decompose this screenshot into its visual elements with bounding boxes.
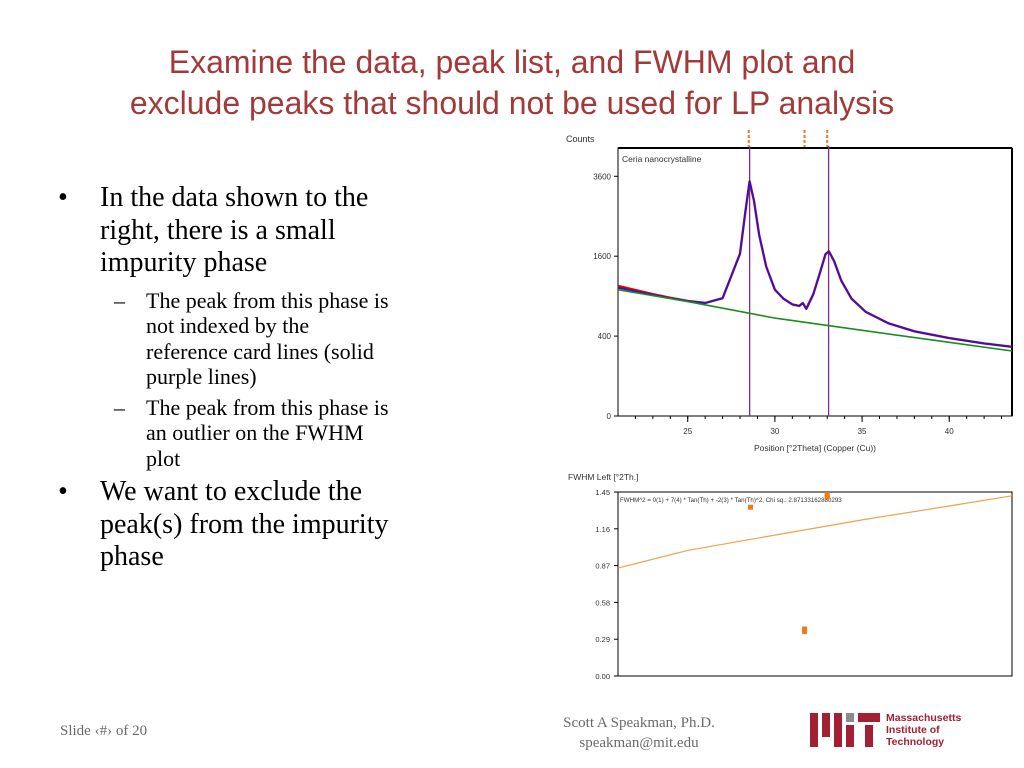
logo-line-3: Technology <box>886 736 944 748</box>
x-tick-label: 35 <box>858 427 867 436</box>
bullet-item: • In the data shown to the right, there is… <box>58 182 503 280</box>
y-axis-label: Counts <box>566 134 595 144</box>
bullet-text-line: peak(s) from the impurity <box>100 508 389 540</box>
bullet-text-line: purple lines) <box>146 364 257 389</box>
bullet-text-line: phase <box>100 541 164 572</box>
fwhm-point <box>824 492 830 498</box>
bullet-text-line: an outlier on the FWHM <box>146 420 364 445</box>
fwhm-point <box>802 629 808 635</box>
bullet-marker: • <box>58 182 68 213</box>
y-tick-label: 400 <box>598 332 612 341</box>
fwhm-point <box>802 626 808 632</box>
y-tick-label: 0.00 <box>595 672 610 681</box>
author-email: speakman@mit.edu <box>579 735 699 751</box>
y-tick-label: 3600 <box>593 172 611 181</box>
bullet-text-line: right, there is a small <box>100 214 336 246</box>
series-calculated <box>617 180 1013 348</box>
bullet-text-line: not indexed by the <box>146 313 310 338</box>
series-background <box>617 288 1013 352</box>
fwhm-plot-chart: FWHM Left [°2Th.] FWHM^2 = 0(1) + 7(4) * … <box>568 472 1013 681</box>
slide-number: Slide ‹#› of 20 <box>60 723 148 739</box>
bullet-text-line: reference card lines (solid <box>146 338 374 364</box>
plot-frame <box>617 147 1013 417</box>
bullet-text-line: impurity phase <box>100 247 268 278</box>
series-observed <box>617 180 1013 348</box>
chart-annotation: Ceria nanocrystalline <box>622 154 702 164</box>
bullet-text-line: The peak from this phase is <box>146 287 389 313</box>
bullet-marker: – <box>114 287 125 313</box>
xrd-pattern-chart: Counts Ceria nanocrystalline 0 400 1600 3600 2… <box>566 130 1013 453</box>
y-axis-label: FWHM Left [°2Th.] <box>568 472 638 482</box>
bullet-marker: – <box>114 394 125 420</box>
fit-formula: FWHM^2 = 0(1) + 7(4) * Tan(Th) + -2(3) *… <box>620 497 842 504</box>
x-tick-label: 25 <box>683 427 692 436</box>
sub-bullet-item: – The peak from this phase is an outlier o… <box>58 395 503 472</box>
y-tick-label: 0.58 <box>595 598 610 607</box>
x-tick-label: 30 <box>770 427 779 436</box>
slide-title: Examine the data, peak list, and FWHM pl… <box>40 42 984 124</box>
mit-logo-mark <box>810 713 880 747</box>
author-name: Scott A Speakman, Ph.D. <box>563 715 715 731</box>
logo-line-2: Institute of <box>886 724 940 736</box>
y-tick-label: 1.16 <box>595 525 610 534</box>
footer-author: Scott A Speakman, Ph.D. speakman@mit.edu <box>520 713 758 753</box>
logo-line-1: Massachusetts <box>886 712 961 724</box>
bullet-marker: • <box>58 476 68 507</box>
fit-curve <box>617 495 1013 569</box>
fwhm-point <box>747 504 753 510</box>
bullet-text-line: We want to exclude the <box>100 476 363 507</box>
bullet-item: • We want to exclude the peak(s) from the … <box>58 476 503 574</box>
y-tick-label: 0.29 <box>595 635 610 644</box>
y-tick-label: 1600 <box>593 252 611 261</box>
x-axis-label: Position [°2Theta] (Copper (Cu)) <box>754 443 876 453</box>
mit-logo: Massachusetts Institute of Technology <box>810 712 961 748</box>
title-line-2: exclude peaks that should not be used fo… <box>129 85 895 121</box>
y-tick-label: 1.45 <box>595 488 610 497</box>
bullet-text-line: In the data shown to the <box>100 182 369 213</box>
x-tick-label: 40 <box>945 427 954 436</box>
sub-bullet-item: – The peak from this phase is not indexed … <box>58 288 503 390</box>
bullet-text-line: The peak from this phase is <box>146 394 389 420</box>
y-tick-label: 0.87 <box>595 562 610 571</box>
title-line-1: Examine the data, peak list, and FWHM pl… <box>168 44 856 80</box>
plot-frame <box>617 491 1013 677</box>
bullet-list: • In the data shown to the right, there is… <box>58 182 503 582</box>
bullet-text-line: plot <box>146 445 181 471</box>
fwhm-point <box>824 494 830 500</box>
y-tick-label: 0 <box>607 412 612 421</box>
